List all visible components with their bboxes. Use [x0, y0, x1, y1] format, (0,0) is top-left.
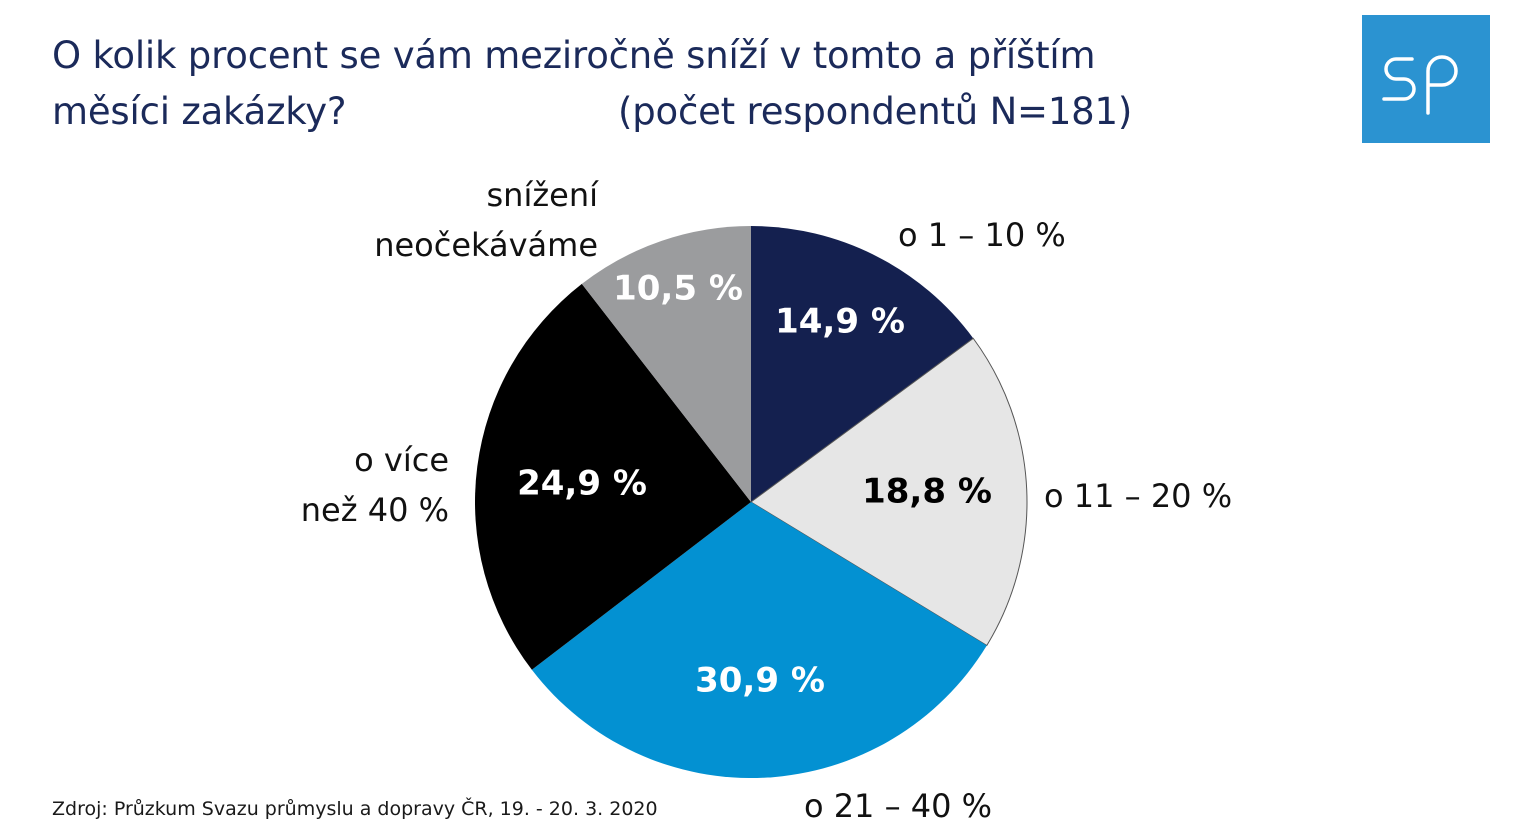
- sp-logo: [1362, 15, 1490, 143]
- pie-value-labels: 14,9 % 18,8 % 30,9 % 24,9 % 10,5 %: [517, 269, 992, 701]
- title-line-1: O kolik procent se vám meziročně sníží v…: [52, 34, 1096, 77]
- slice-category-label-1: o 1 – 10 %: [898, 216, 1066, 254]
- slice-category-label-line: o 21 – 40 %: [804, 787, 992, 825]
- pie-slice-3: [531, 502, 987, 778]
- slice-category-label-line: o více: [354, 441, 449, 479]
- slice-category-label-4: o více než 40 %: [301, 441, 449, 529]
- slice-category-label-2: o 11 – 20 %: [1044, 477, 1232, 515]
- slice-value-label-1: 14,9 %: [775, 302, 905, 342]
- slice-value-label-5: 10,5 %: [613, 269, 743, 309]
- slice-value-label-3: 30,9 %: [695, 661, 825, 701]
- pie-slices: [475, 226, 1028, 778]
- source-note: Zdroj: Průzkum Svazu průmyslu a dopravy …: [52, 798, 658, 820]
- slice-category-label-5: snížení neočekáváme: [374, 176, 599, 264]
- pie-category-labels: o 1 – 10 % o 11 – 20 % o 21 – 40 % o více ne…: [301, 176, 1232, 825]
- slice-category-label-3: o 21 – 40 %: [804, 787, 992, 825]
- pie-slice-1: [751, 226, 974, 502]
- pie-slice-4: [475, 283, 751, 670]
- respondent-count: (počet respondentů N=181): [618, 90, 1133, 133]
- pie-slice-5: [581, 226, 751, 502]
- sp-logo-mark: [1382, 55, 1458, 115]
- slice-category-label-line: snížení: [487, 176, 600, 214]
- slice-category-label-line: o 11 – 20 %: [1044, 477, 1232, 515]
- pie-slice-2: [750, 337, 1028, 647]
- page-title: O kolik procent se vám meziročně sníží v…: [52, 28, 1232, 140]
- title-line-2: měsíci zakázky?: [52, 90, 347, 133]
- slice-category-label-line: neočekáváme: [374, 226, 598, 264]
- slice-value-label-2: 18,8 %: [862, 472, 992, 512]
- slice-category-label-line: o 1 – 10 %: [898, 216, 1066, 254]
- slice-value-label-4: 24,9 %: [517, 464, 647, 504]
- slice-category-label-line: než 40 %: [301, 491, 449, 529]
